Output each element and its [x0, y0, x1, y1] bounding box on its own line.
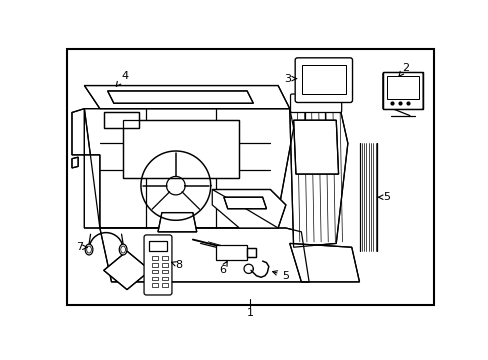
FancyBboxPatch shape [144, 235, 172, 295]
Bar [162, 256, 168, 260]
Bar [151, 276, 158, 280]
Bar [151, 263, 158, 266]
Bar [162, 263, 168, 266]
Polygon shape [382, 72, 422, 109]
Bar [162, 276, 168, 280]
Bar [151, 283, 158, 287]
Bar [302, 65, 345, 94]
Polygon shape [72, 157, 78, 168]
Polygon shape [291, 95, 340, 111]
Polygon shape [84, 109, 293, 228]
Text: 6: 6 [218, 261, 227, 275]
FancyBboxPatch shape [290, 94, 341, 112]
Bar [151, 270, 158, 274]
Text: 3: 3 [284, 73, 296, 84]
Polygon shape [103, 112, 138, 128]
Polygon shape [123, 120, 239, 178]
Polygon shape [293, 120, 338, 174]
Polygon shape [289, 109, 347, 247]
Bar [216, 245, 246, 260]
Ellipse shape [85, 244, 93, 255]
Text: 5: 5 [272, 271, 289, 281]
Polygon shape [246, 248, 256, 257]
Bar [151, 256, 158, 260]
Text: 5: 5 [377, 192, 389, 202]
Bar [386, 76, 418, 99]
Polygon shape [84, 86, 289, 109]
Ellipse shape [119, 244, 127, 255]
Polygon shape [107, 91, 253, 103]
Text: 4: 4 [116, 71, 128, 86]
Text: 2: 2 [398, 63, 409, 76]
Polygon shape [72, 109, 100, 228]
Polygon shape [158, 213, 196, 232]
Text: 1: 1 [246, 308, 253, 318]
Polygon shape [224, 197, 266, 209]
Text: 8: 8 [171, 260, 182, 270]
Polygon shape [212, 189, 285, 228]
Polygon shape [100, 228, 308, 282]
Bar [162, 283, 168, 287]
Bar [162, 270, 168, 274]
Polygon shape [289, 243, 359, 282]
Polygon shape [103, 251, 150, 289]
FancyBboxPatch shape [295, 58, 352, 103]
Text: 7: 7 [76, 242, 87, 252]
